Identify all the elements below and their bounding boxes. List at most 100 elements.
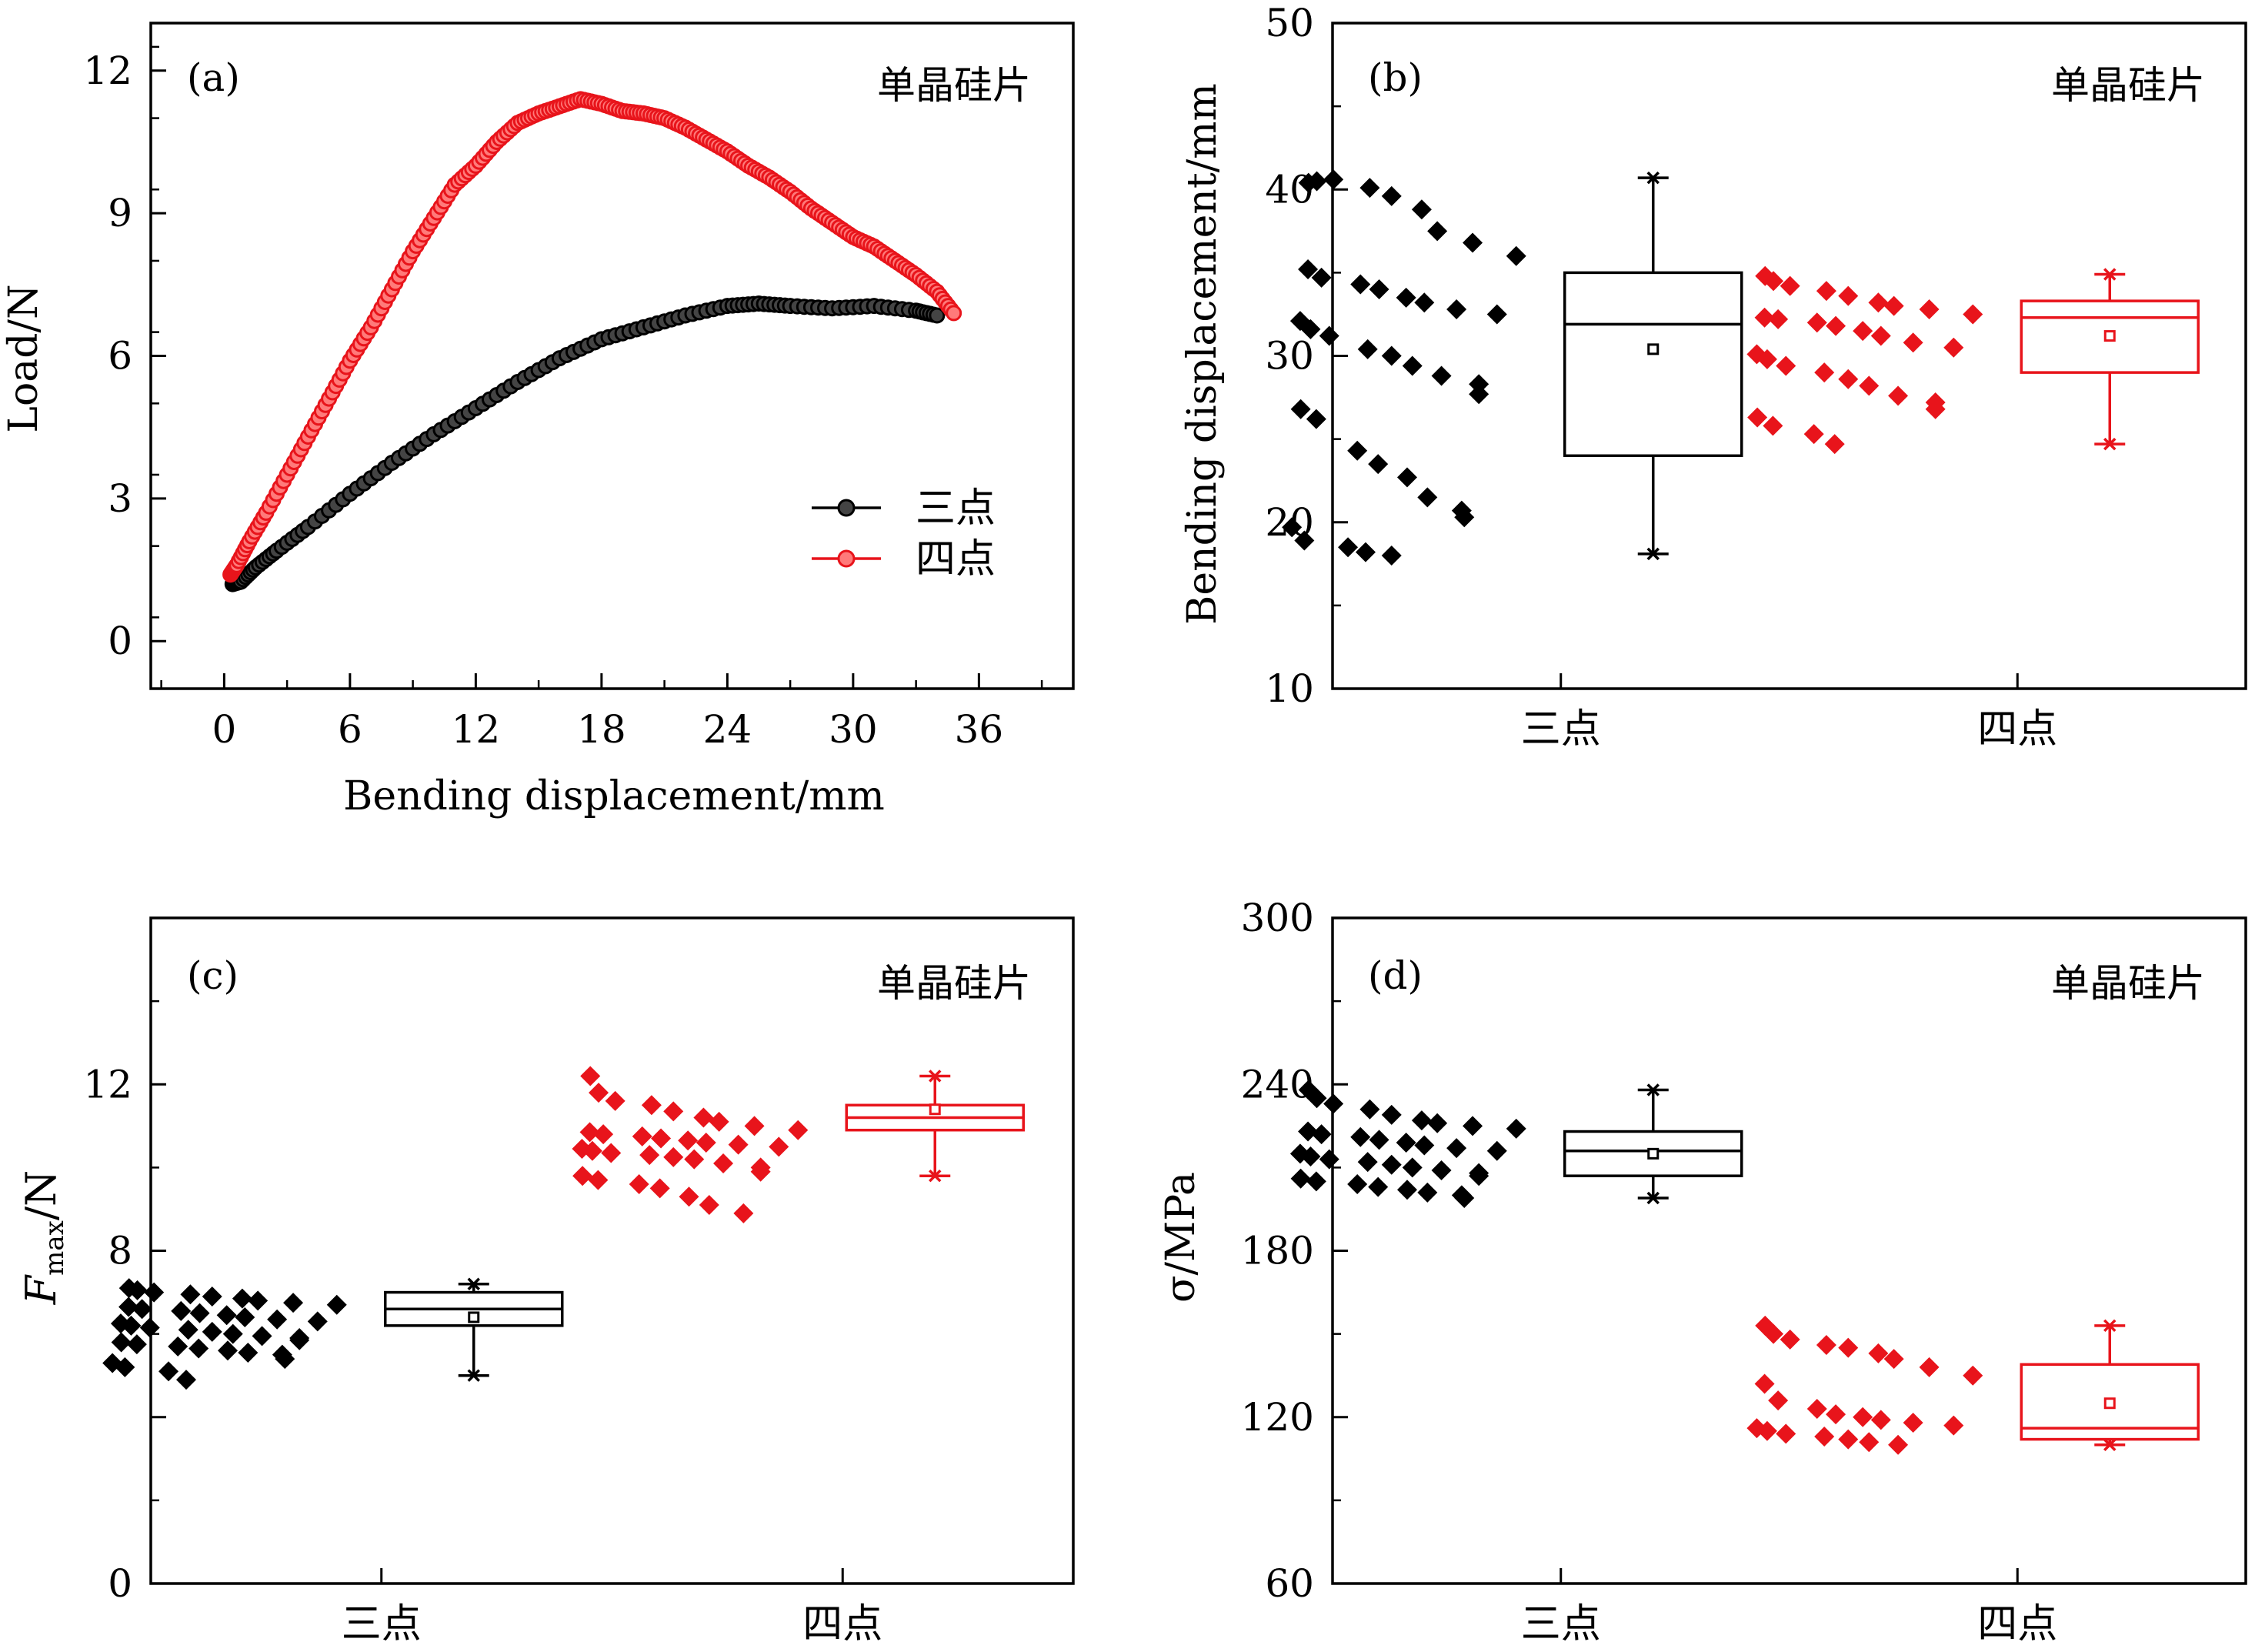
- data-point: [1756, 1420, 1777, 1441]
- data-point: [144, 1282, 165, 1303]
- x-tick-label: 30: [829, 707, 878, 752]
- panel-c-ylabel-symbol: F: [17, 1273, 65, 1305]
- data-point: [1868, 292, 1889, 313]
- y-tick-label: 240: [1241, 1062, 1314, 1106]
- data-point: [1870, 325, 1891, 346]
- data-point: [1402, 1157, 1423, 1178]
- data-point: [171, 1300, 192, 1321]
- data-point: [1506, 245, 1526, 266]
- data-point: [1919, 299, 1940, 319]
- data-point: [1427, 1113, 1448, 1133]
- data-point: [1290, 1168, 1311, 1189]
- data-point: [1446, 299, 1467, 319]
- mean-marker: [468, 1311, 480, 1323]
- min-marker: [2103, 437, 2117, 451]
- x-category-label: 三点: [1521, 706, 1601, 753]
- data-point: [582, 1140, 602, 1161]
- data-point: [326, 1294, 347, 1315]
- data-point: [1298, 1121, 1319, 1142]
- data-point: [1319, 325, 1339, 346]
- data-point: [1417, 1182, 1438, 1203]
- data-point: [693, 1107, 714, 1128]
- panel-a-title: 单晶硅片: [877, 63, 1031, 108]
- data-point: [1747, 407, 1768, 428]
- svg-text:Fmax/N: Fmax/N: [17, 1170, 70, 1306]
- data-point: [1323, 169, 1344, 190]
- data-point: [252, 1326, 272, 1347]
- data-point: [1311, 1124, 1332, 1145]
- y-tick-label: 300: [1241, 896, 1314, 940]
- data-point: [750, 1161, 771, 1182]
- data-point: [1396, 287, 1416, 308]
- data-point: [1463, 1116, 1483, 1136]
- data-point: [202, 1321, 222, 1342]
- data-point: [1414, 1135, 1435, 1156]
- panel-c-fmax-box: (c) 单晶硅片 Fmax/N 0 8 12 三点 四点: [17, 916, 1075, 1647]
- data-point: [629, 1174, 649, 1194]
- legend-marker: [837, 499, 856, 517]
- series-marker-1: [929, 307, 946, 324]
- max-marker: [1646, 171, 1660, 185]
- y-tick-label: 12: [83, 48, 132, 93]
- panel-c-title: 单晶硅片: [877, 961, 1031, 1006]
- data-point: [1290, 399, 1311, 419]
- data-point: [188, 1338, 209, 1359]
- data-point: [1381, 185, 1402, 206]
- y-tick-label: 180: [1241, 1229, 1314, 1273]
- box-body: [2020, 1363, 2200, 1441]
- data-point: [651, 1128, 672, 1149]
- data-point: [641, 1095, 662, 1116]
- data-point: [1763, 1323, 1784, 1344]
- data-point: [1347, 440, 1368, 461]
- data-point: [1311, 267, 1332, 288]
- data-point: [579, 1122, 600, 1143]
- y-tick-label: 0: [108, 1561, 132, 1606]
- data-point: [115, 1357, 135, 1377]
- data-point: [1780, 275, 1800, 296]
- data-point: [1853, 1407, 1873, 1427]
- data-point: [1454, 1188, 1475, 1209]
- x-category-label: 三点: [342, 1601, 422, 1647]
- data-point: [1838, 1337, 1859, 1358]
- panel-a-label: (a): [187, 55, 240, 100]
- data-point: [601, 1143, 622, 1163]
- x-tick-label: 12: [452, 707, 501, 752]
- data-point: [1853, 321, 1873, 342]
- data-point: [1925, 399, 1946, 419]
- panel-c-ylabel-unit: /N: [17, 1170, 65, 1220]
- data-point: [1306, 1171, 1326, 1192]
- max-marker: [2103, 1319, 2117, 1333]
- data-point: [1396, 1132, 1416, 1153]
- data-point: [1486, 1140, 1507, 1161]
- data-point: [1903, 332, 1923, 353]
- data-point: [118, 1297, 139, 1317]
- max-marker: [1646, 1083, 1660, 1096]
- data-point: [202, 1286, 222, 1307]
- data-point: [289, 1330, 310, 1350]
- data-point: [649, 1178, 670, 1199]
- data-point: [1768, 1390, 1789, 1411]
- data-point: [1754, 307, 1775, 328]
- x-tick-label: 18: [577, 707, 626, 752]
- data-point: [1306, 409, 1326, 429]
- data-point: [1943, 1415, 1964, 1436]
- y-tick-label: 30: [1265, 334, 1314, 379]
- y-tick-label: 12: [83, 1062, 132, 1106]
- data-point: [1859, 375, 1880, 396]
- data-point: [1826, 315, 1846, 336]
- data-point: [580, 1066, 601, 1086]
- plot-frame: [149, 916, 1075, 1585]
- data-point: [733, 1203, 754, 1223]
- data-point: [218, 1340, 238, 1361]
- data-point: [1347, 1174, 1368, 1194]
- panel-a-load-curve: (a) 单晶硅片 Bending displacement/mm Load/N …: [1, 22, 1075, 819]
- data-point: [176, 1370, 196, 1390]
- data-point: [1431, 1160, 1452, 1180]
- data-point: [1350, 1126, 1371, 1147]
- data-point: [132, 1299, 152, 1320]
- data-point: [1506, 1118, 1526, 1139]
- y-tick-label: 6: [108, 334, 132, 379]
- data-point: [1431, 365, 1452, 386]
- x-category-label: 三点: [1521, 1601, 1601, 1647]
- data-point: [1411, 199, 1432, 220]
